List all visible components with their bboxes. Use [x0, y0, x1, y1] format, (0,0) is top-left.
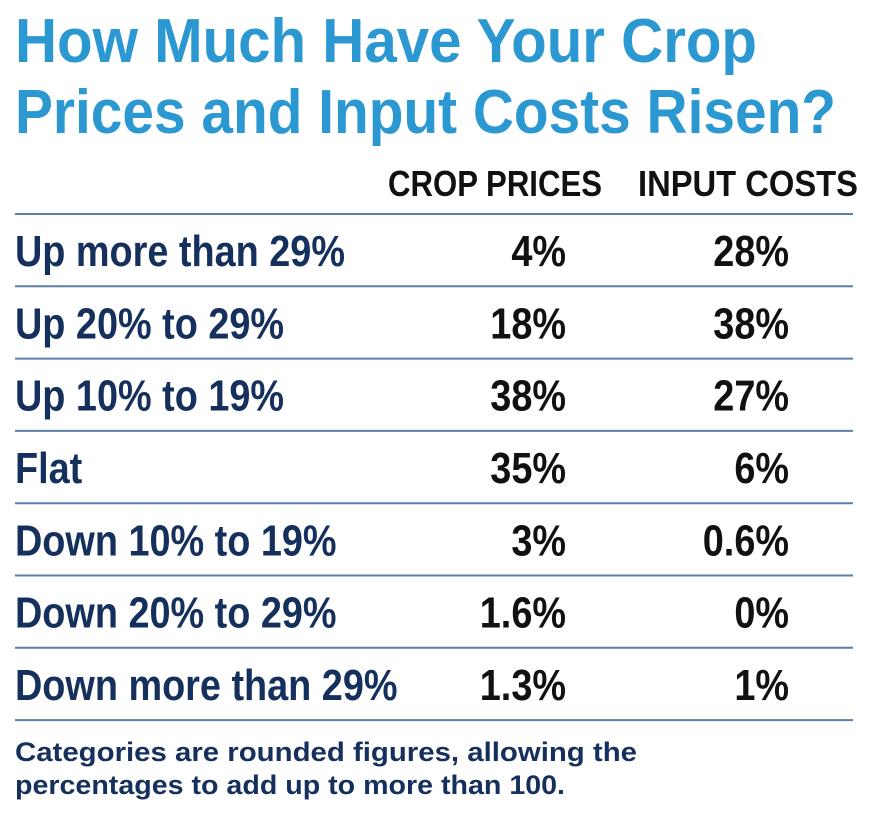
cell-value: 3%: [511, 516, 566, 565]
cell-value: 35%: [490, 443, 566, 492]
cell-value: 1.6%: [480, 588, 566, 637]
cell-value: 27%: [713, 371, 789, 420]
row-label: Up more than 29%: [15, 226, 345, 275]
row-label: Flat: [15, 443, 83, 492]
cell-value: 38%: [713, 299, 789, 348]
row-label: Down 20% to 29%: [15, 588, 337, 637]
footnote-line: Categories are rounded figures, allowing…: [15, 737, 637, 767]
cell-value: 0.6%: [703, 516, 789, 565]
cell-value: 0%: [734, 588, 789, 637]
row-label: Down 10% to 19%: [15, 516, 337, 565]
cell-value: 1.3%: [480, 660, 566, 709]
row-label: Down more than 29%: [15, 660, 397, 709]
row-label: Up 20% to 29%: [15, 299, 284, 348]
column-header: CROP PRICES: [388, 163, 602, 204]
cell-value: 6%: [734, 443, 789, 492]
row-label: Up 10% to 19%: [15, 371, 284, 420]
title-line: Prices and Input Costs Risen?: [15, 78, 836, 147]
footnote-line: percentages to add up to more than 100.: [15, 770, 565, 800]
title-line: How Much Have Your Crop: [15, 7, 757, 76]
cell-value: 38%: [490, 371, 566, 420]
cell-value: 1%: [734, 660, 789, 709]
cell-value: 28%: [713, 226, 789, 275]
column-header: INPUT COSTS: [638, 163, 858, 204]
cell-value: 4%: [511, 226, 566, 275]
cell-value: 18%: [490, 299, 566, 348]
